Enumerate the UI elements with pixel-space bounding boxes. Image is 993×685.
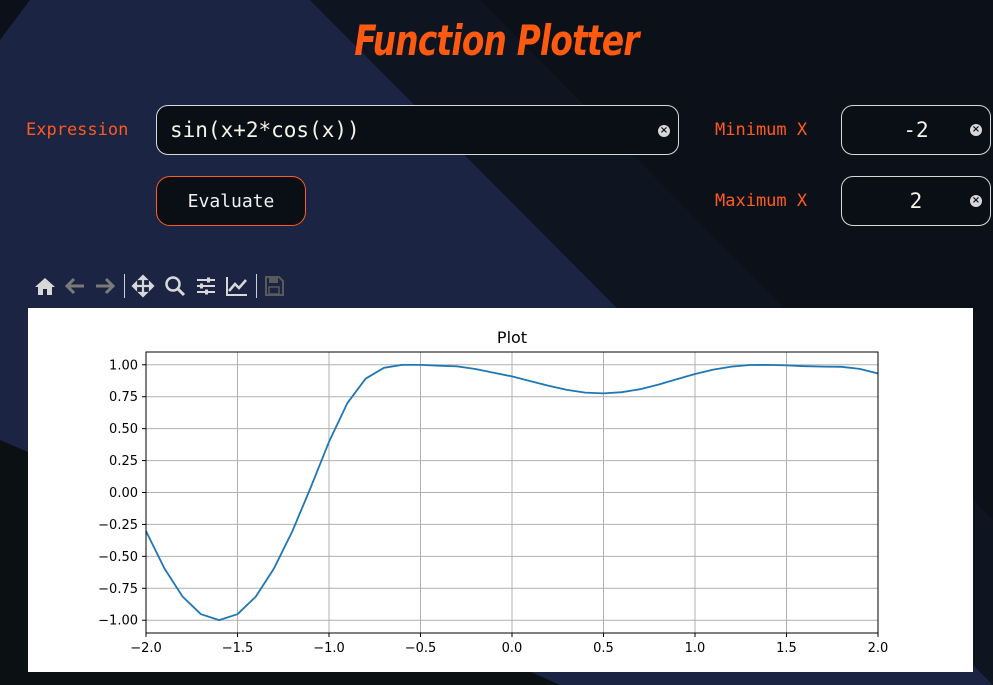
maximum-x-field[interactable]: 2 × [841, 176, 991, 226]
save-icon[interactable] [262, 272, 286, 300]
y-tick-label: 0.00 [109, 486, 138, 501]
line-chart: −2.0 −1.5 −1.0 −0.5 0.0 0.5 1.0 1.5 2.0 1.00 0.75 0… [98, 328, 889, 656]
minimum-x-field[interactable]: -2 × [841, 105, 991, 155]
back-arrow-icon[interactable] [63, 272, 87, 300]
y-tick-label: −1.00 [98, 614, 138, 629]
toolbar-separator [256, 274, 257, 298]
y-tick-label: 0.50 [109, 422, 138, 437]
y-tick-label: −0.50 [98, 550, 138, 565]
x-tick-label: −2.0 [130, 641, 162, 656]
y-tick-label: −0.25 [98, 518, 138, 533]
expression-field[interactable]: sin(x+2*cos(x)) × [156, 105, 679, 155]
y-tick-label: 1.00 [109, 358, 138, 373]
clear-icon[interactable]: × [658, 125, 670, 137]
x-tick-label: 2.0 [868, 641, 889, 656]
y-tick-label: −0.75 [98, 582, 138, 597]
zoom-icon[interactable] [163, 272, 187, 300]
expression-label: Expression [26, 120, 129, 140]
plot-canvas[interactable]: −2.0 −1.5 −1.0 −0.5 0.0 0.5 1.0 1.5 2.0 1.00 0.75 0… [28, 308, 973, 672]
x-tick-label: 0.5 [593, 641, 614, 656]
clear-icon[interactable]: × [970, 124, 982, 136]
pan-icon[interactable] [131, 272, 155, 300]
series-line [145, 364, 879, 621]
chart-title: Plot [497, 328, 527, 347]
x-tick-label: −0.5 [405, 641, 437, 656]
x-tick-label: −1.5 [222, 641, 254, 656]
edit-axis-icon[interactable] [225, 272, 249, 300]
app-title: Function Plotter [354, 16, 639, 65]
x-tick-label: 1.5 [776, 641, 797, 656]
evaluate-button[interactable]: Evaluate [156, 176, 306, 226]
maximum-x-input[interactable]: 2 [909, 189, 923, 213]
x-tick-label: 1.0 [685, 641, 706, 656]
minimum-x-input[interactable]: -2 [903, 118, 929, 142]
x-tick-label: 0.0 [502, 641, 523, 656]
home-icon[interactable] [33, 272, 57, 300]
y-tick-label: 0.75 [109, 390, 138, 405]
expression-input[interactable]: sin(x+2*cos(x)) [170, 118, 360, 142]
forward-arrow-icon[interactable] [93, 272, 117, 300]
maximum-x-label: Maximum X [715, 191, 808, 211]
x-tick-label: −1.0 [313, 641, 345, 656]
minimum-x-label: Minimum X [715, 120, 808, 140]
configure-subplots-icon[interactable] [194, 272, 218, 300]
toolbar-separator [124, 274, 125, 298]
clear-icon[interactable]: × [970, 195, 982, 207]
y-tick-label: 0.25 [109, 454, 138, 469]
